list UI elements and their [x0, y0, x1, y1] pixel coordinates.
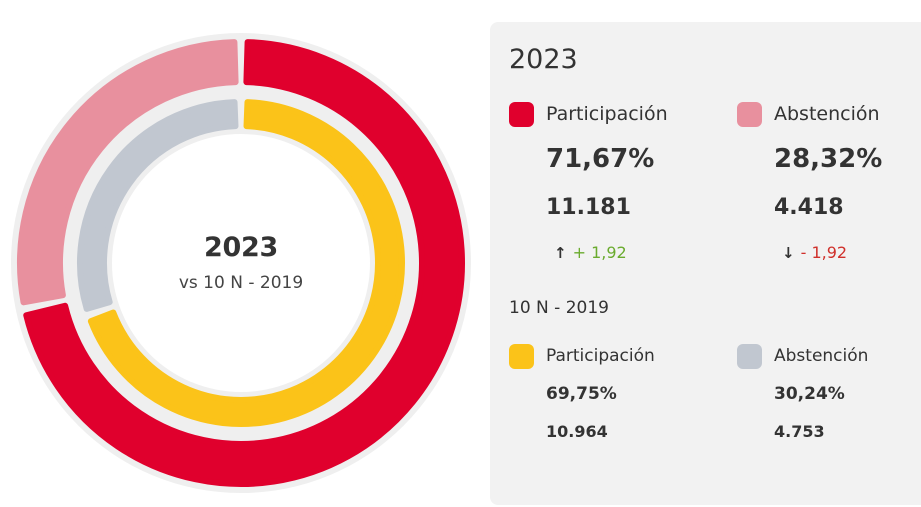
participation-2023-swatch: [509, 102, 534, 127]
abstention-2019-swatch: [737, 344, 762, 369]
participation-2023-label: Participación: [546, 103, 668, 125]
donut-slice-inner-participacin: [87, 99, 405, 427]
legend-panel: 2023 Participación 71,67% 11.181 ↑ + 1,92…: [490, 22, 921, 505]
donut-slice-inner-abstencin: [77, 99, 239, 312]
donut-center-hole: [112, 134, 370, 392]
participation-2023-delta: ↑ + 1,92: [554, 243, 627, 262]
arrow-down-icon: ↓: [782, 244, 795, 262]
abstention-2023-count: 4.418: [774, 195, 844, 220]
previous-year-heading: 10 N - 2019: [509, 298, 609, 318]
participation-2023-percent: 71,67%: [546, 144, 655, 174]
abstention-2023-label: Abstención: [774, 103, 880, 125]
chart-center-subtitle: vs 10 N - 2019: [178, 273, 304, 293]
donut-slice-outer-abstencin: [17, 39, 239, 306]
abstention-2019-percent: 30,24%: [774, 384, 845, 404]
current-year-heading: 2023: [509, 44, 578, 75]
abstention-2023-percent: 28,32%: [774, 144, 883, 174]
participation-2019-label: Participación: [546, 346, 655, 366]
turnout-donut-chart: 2023 vs 10 N - 2019: [0, 20, 482, 507]
participation-2019-count: 10.964: [546, 422, 608, 441]
participation-2019-swatch: [509, 344, 534, 369]
abstention-2023-swatch: [737, 102, 762, 127]
participation-2019-percent: 69,75%: [546, 384, 617, 404]
abstention-delta-value: - 1,92: [800, 243, 848, 262]
abstention-2019-label: Abstención: [774, 346, 869, 366]
chart-center-title: 2023: [204, 232, 278, 263]
donut-svg: [11, 33, 471, 493]
participation-delta-value: + 1,92: [572, 243, 627, 262]
arrow-up-icon: ↑: [554, 244, 567, 262]
abstention-2023-delta: ↓ - 1,92: [782, 243, 847, 262]
abstention-2019-count: 4.753: [774, 422, 825, 441]
participation-2023-count: 11.181: [546, 195, 631, 220]
donut-slice-outer-participacin: [23, 39, 465, 487]
